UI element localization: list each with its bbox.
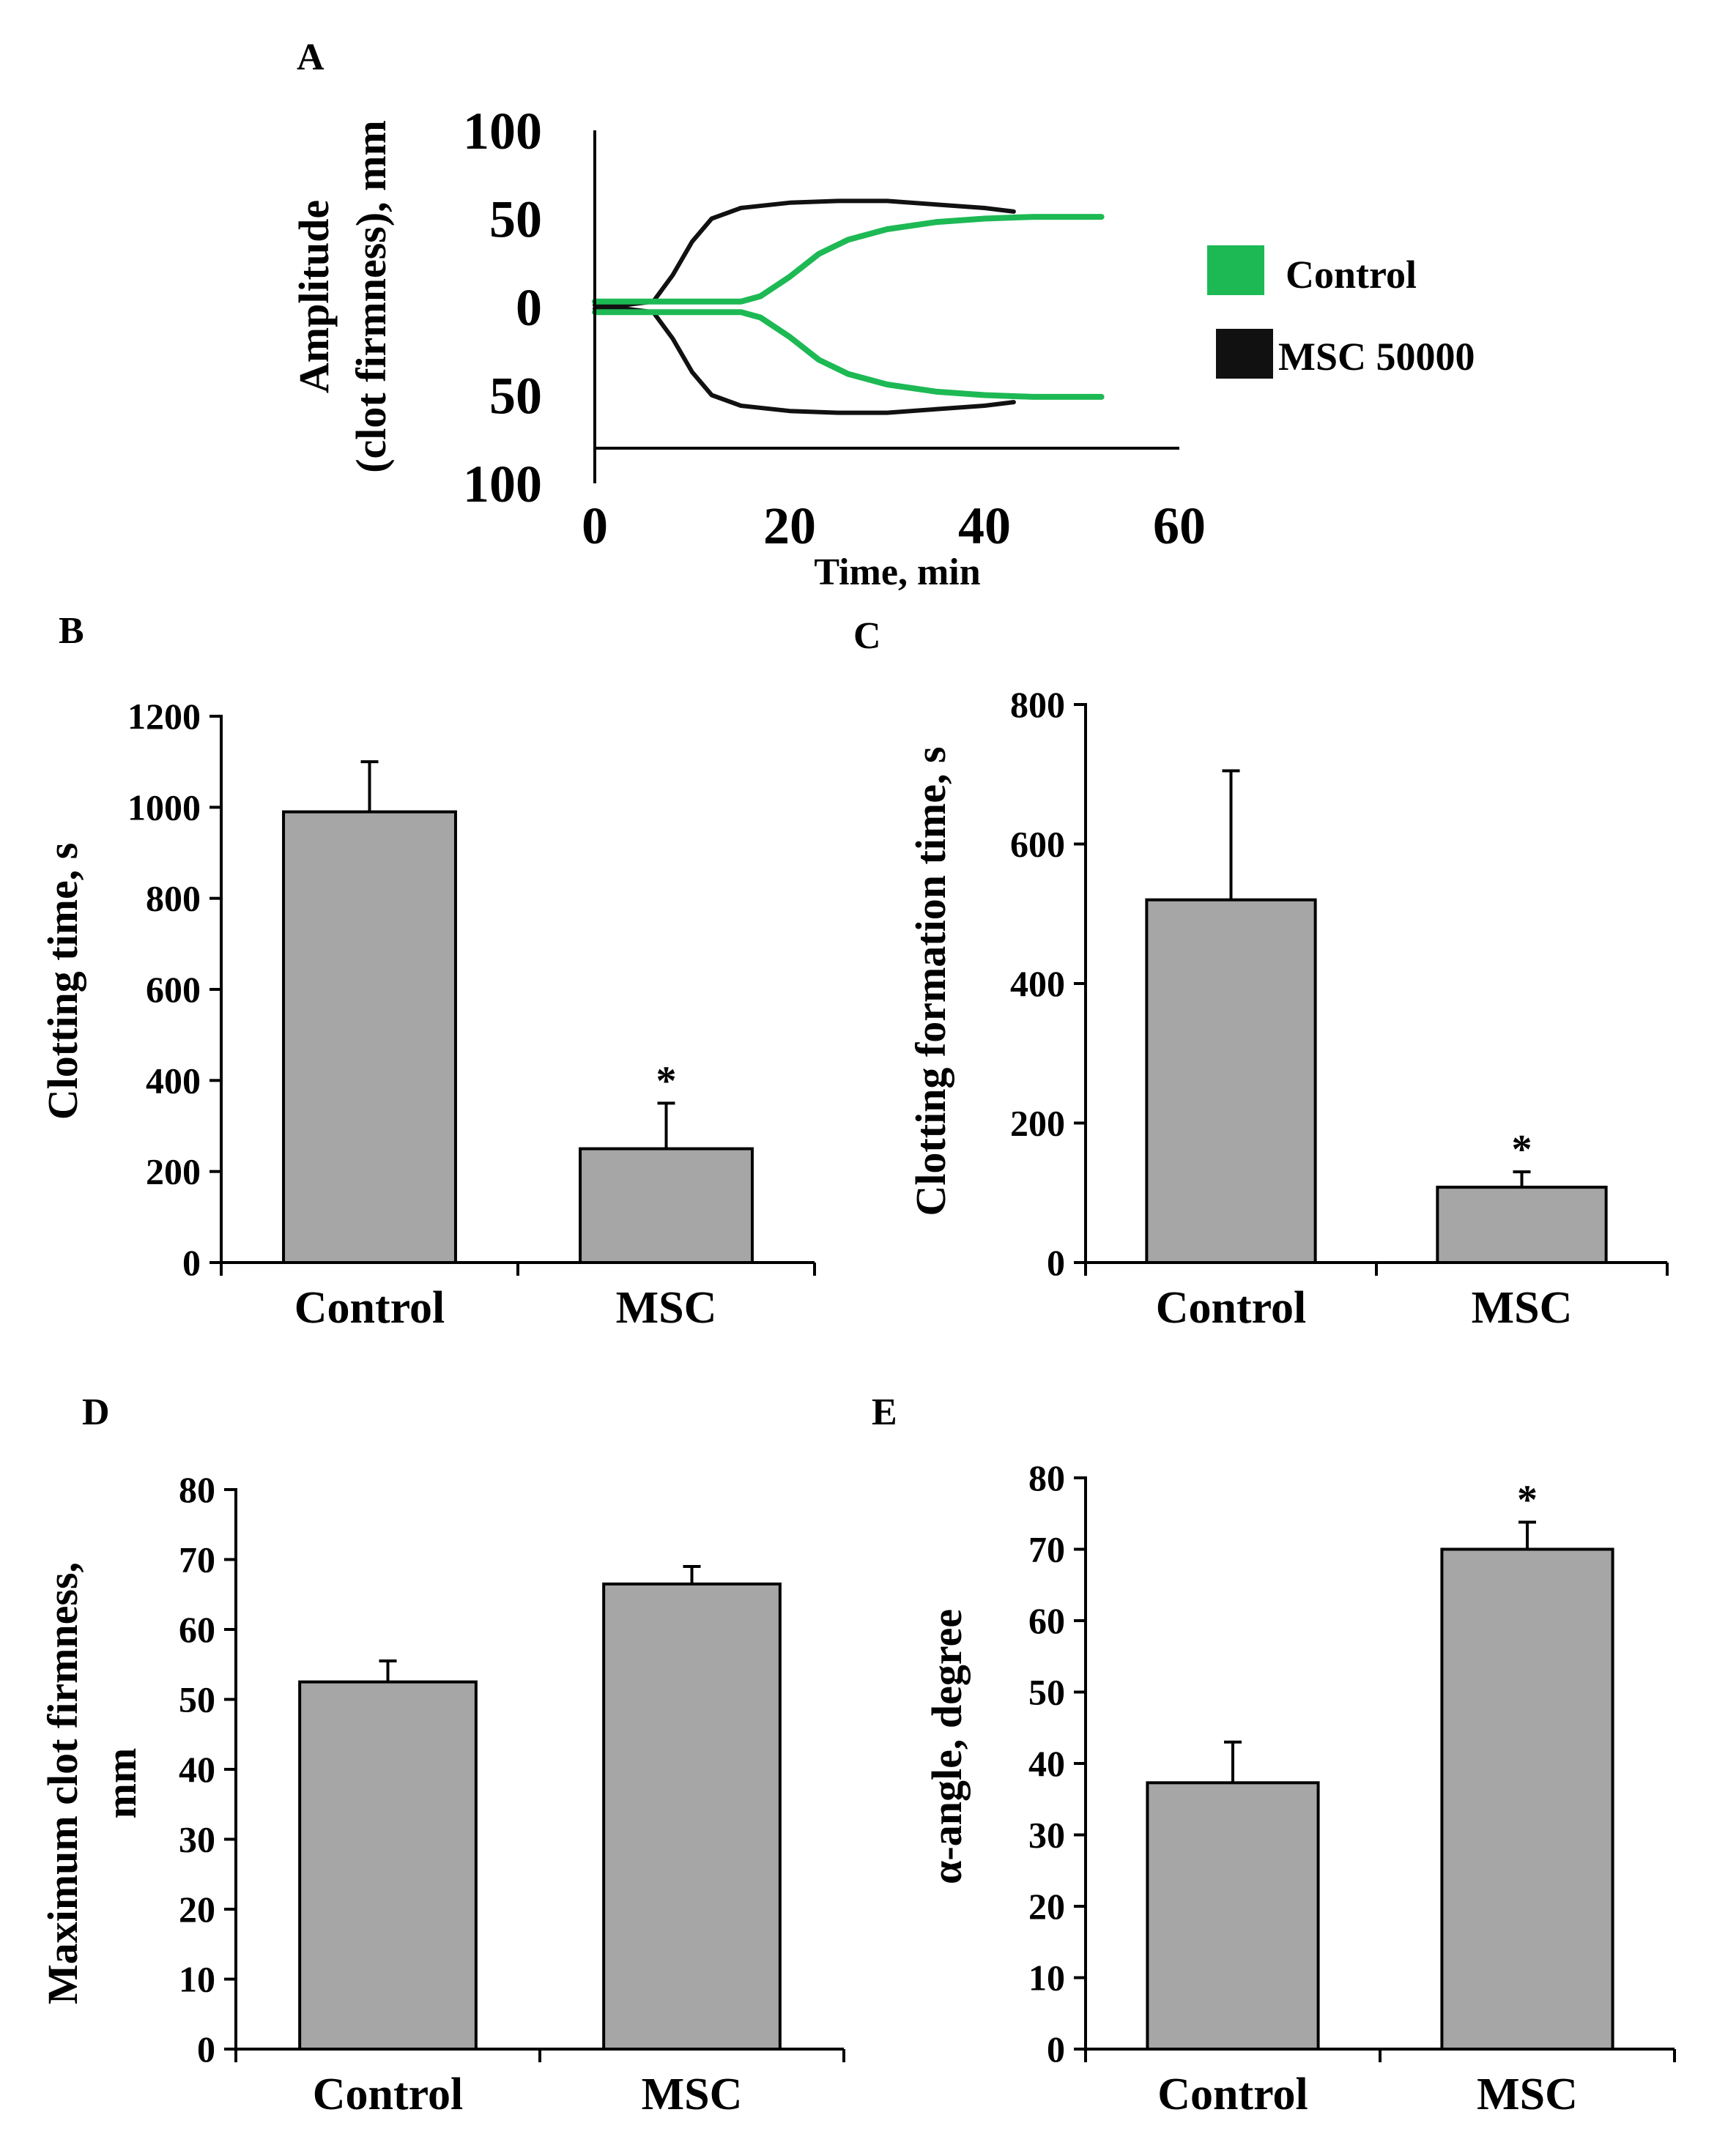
c-y-axis-label: Clotting formation time, s: [907, 746, 954, 1216]
e-bar-msc: [1440, 1547, 1614, 2051]
series-line-control-lower: [592, 309, 1105, 400]
e-x-tick-label-control: Control: [1157, 2070, 1308, 2119]
a-x-axis-label: Time, min: [814, 551, 980, 593]
d-y-tick-label: 0: [197, 2029, 215, 2070]
b-y-tick-label: 600: [146, 969, 201, 1010]
e-y-axis-label: α-angle, degree: [923, 1609, 971, 1884]
c-y-tick-label: 0: [1047, 1242, 1065, 1283]
b-y-tick-label: 0: [182, 1242, 201, 1283]
b-y-tick-label: 1200: [127, 696, 201, 737]
d-bar-msc: [602, 1582, 782, 2051]
b-significance-marker-msc: *: [656, 1058, 677, 1104]
d-y-tick-label: 10: [179, 1959, 215, 2000]
panel-c: C Clotting formation time, s 0 200 400 600 8…: [853, 615, 1669, 1333]
e-y-tick-label: 50: [1028, 1672, 1065, 1713]
e-x-tick-label-msc: MSC: [1477, 2070, 1578, 2119]
series-line-control-upper: [592, 214, 1105, 305]
a-legend: Control MSC 50000: [1207, 245, 1475, 379]
e-y-tick-label: 0: [1047, 2029, 1065, 2070]
legend-swatch-control: [1207, 245, 1264, 295]
b-bar-msc: [579, 1147, 754, 1265]
b-y-tick-label: 200: [146, 1151, 201, 1192]
d-plot: 0 10 20 30 40 50 60 70 80 Control MSC: [179, 1469, 845, 2119]
a-x-tick-label: 60: [1153, 497, 1206, 555]
c-y-tick-label: 800: [1010, 684, 1065, 725]
e-y-tick-label: 30: [1028, 1815, 1065, 1856]
panel-letter-c: C: [853, 615, 881, 657]
legend-label-msc: MSC 50000: [1278, 335, 1475, 379]
e-y-tick-label: 20: [1028, 1886, 1065, 1927]
d-bar-control: [298, 1680, 478, 2051]
d-y-axis-label-line-1: Maximum clot firmness,: [39, 1562, 86, 2004]
d-y-tick-label: 30: [179, 1819, 215, 1860]
panel-letter-a: A: [297, 37, 325, 78]
a-x-tick-label: 40: [958, 497, 1011, 555]
panel-letter-b: B: [59, 610, 84, 652]
series-line-msc-50000-lower: [593, 306, 1016, 415]
b-y-tick-label: 1000: [127, 787, 201, 828]
a-y-tick-label: 100: [463, 102, 542, 160]
a-y-tick-label: 0: [516, 278, 542, 337]
d-x-tick-label-control: Control: [313, 2070, 464, 2119]
legend-swatch-msc: [1216, 329, 1273, 379]
c-y-tick-label: 200: [1010, 1103, 1065, 1144]
b-y-axis-label: Clotting time, s: [39, 843, 86, 1120]
a-y-axis-label-line-2: (clot firmness), mm: [347, 120, 395, 473]
b-plot: 0 200 400 600 800 1000 1200 Control MSC *: [127, 696, 816, 1333]
a-x-tick-labels: 0 20 40 60: [582, 497, 1206, 555]
c-x-tick-label-msc: MSC: [1472, 1283, 1573, 1333]
panel-e: E α-angle, degree 0 10 20 30 40 50 60 70 80 Contr…: [872, 1391, 1676, 2119]
c-bar-msc: [1436, 1186, 1608, 1265]
c-x-tick-label-control: Control: [1156, 1283, 1307, 1333]
a-y-axis-label-line-1: Amplitude: [290, 200, 338, 393]
d-y-tick-label: 80: [179, 1469, 215, 1510]
e-y-tick-label: 10: [1028, 1958, 1065, 1999]
legend-label-control: Control: [1286, 253, 1417, 297]
b-y-tick-label: 400: [146, 1060, 201, 1101]
c-y-tick-label: 600: [1010, 824, 1065, 865]
d-y-tick-label: 20: [179, 1889, 215, 1930]
c-y-tick-label: 400: [1010, 963, 1065, 1004]
b-x-tick-label-control: Control: [294, 1283, 445, 1333]
d-x-tick-label-msc: MSC: [642, 2070, 743, 2119]
e-y-tick-label: 80: [1028, 1457, 1065, 1498]
a-y-tick-label: 50: [489, 367, 542, 425]
e-significance-marker-msc: *: [1517, 1477, 1538, 1523]
a-y-tick-label: 50: [489, 190, 542, 249]
a-x-tick-label: 0: [582, 497, 608, 555]
e-y-tick-label: 60: [1028, 1600, 1065, 1641]
series-line-msc-50000-upper: [593, 198, 1016, 308]
c-bar-control: [1145, 898, 1317, 1264]
e-y-tick-label: 40: [1028, 1743, 1065, 1784]
panel-a: A 100 50 0 50 100 0 20 40 60 Time, min Amplitud…: [290, 37, 1475, 593]
a-y-tick-label: 100: [463, 455, 542, 513]
e-bar-control: [1146, 1781, 1320, 2051]
d-y-tick-label: 50: [179, 1679, 215, 1720]
a-x-tick-label: 20: [763, 497, 816, 555]
d-y-tick-label: 70: [179, 1539, 215, 1580]
a-y-tick-labels: 100 50 0 50 100: [463, 102, 542, 513]
panel-letter-e: E: [872, 1391, 897, 1433]
b-x-tick-label-msc: MSC: [616, 1283, 717, 1333]
b-bar-control: [282, 810, 457, 1265]
d-y-axis-label-line-2: mm: [97, 1748, 145, 1819]
e-y-tick-label: 70: [1028, 1529, 1065, 1570]
panel-letter-d: D: [82, 1391, 110, 1433]
a-series-lines: [592, 198, 1105, 415]
d-y-tick-label: 60: [179, 1609, 215, 1650]
b-y-tick-label: 800: [146, 878, 201, 919]
e-plot: 0 10 20 30 40 50 60 70 80 Control MSC *: [1028, 1457, 1676, 2119]
panel-b: B Clotting time, s 0 200 400 600 800 1000 1200…: [39, 610, 816, 1333]
c-significance-marker-msc: *: [1512, 1127, 1532, 1172]
d-y-tick-label: 40: [179, 1749, 215, 1790]
c-plot: 0 200 400 600 800 Control MSC *: [1010, 684, 1669, 1333]
panel-d: D Maximum clot firmness, mm 0 10 20 30 40 50 6…: [39, 1391, 845, 2119]
